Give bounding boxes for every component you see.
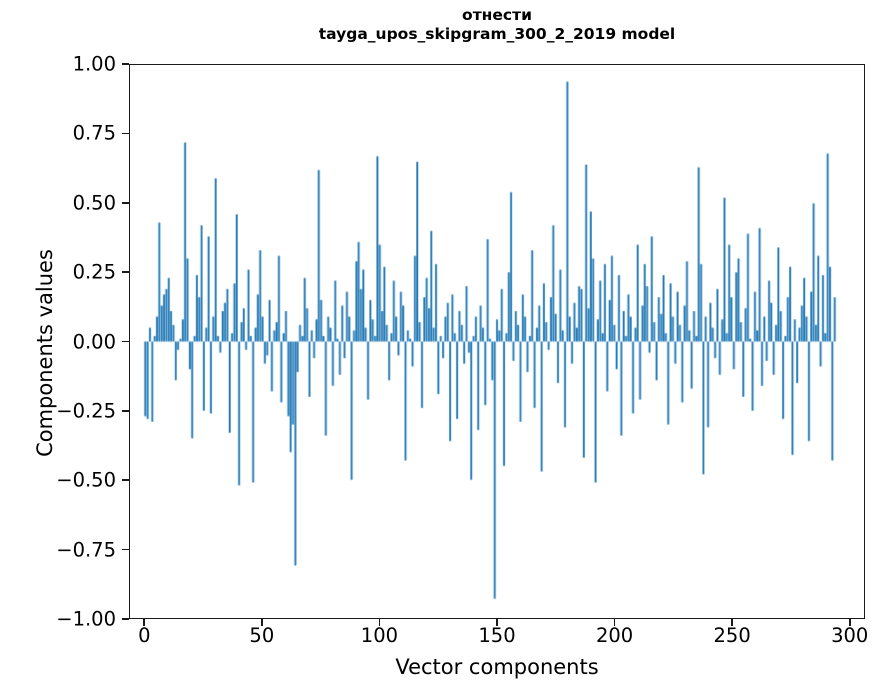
x-tick-label: 250 (713, 624, 751, 647)
x-tick-mark (848, 619, 851, 626)
x-tick-mark (261, 619, 263, 626)
y-tick-label: −0.75 (56, 537, 116, 561)
chart-title: отнести tayga_upos_skipgram_300_2_2019 m… (129, 6, 865, 44)
x-tick-mark (378, 619, 381, 626)
y-axis-label: Components values (33, 249, 57, 457)
y-tick-label: −0.25 (56, 399, 116, 423)
y-tick-label: 1.00 (72, 52, 116, 76)
y-tick-mark (122, 479, 129, 482)
x-tick-label: 300 (831, 624, 869, 647)
y-tick-label: 0.25 (72, 260, 116, 284)
y-tick-mark (122, 618, 129, 620)
y-tick-label: 0.75 (72, 121, 116, 145)
y-tick-mark (122, 132, 129, 135)
y-tick-mark (122, 410, 129, 412)
x-tick-mark (496, 619, 498, 626)
y-tick-mark (122, 201, 129, 204)
y-tick-mark (122, 548, 129, 551)
y-tick-label: −0.50 (56, 468, 116, 492)
x-tick-label: 200 (595, 624, 634, 647)
y-tick-mark (122, 63, 129, 65)
y-tick-mark (122, 340, 129, 343)
bar-series-canvas (130, 65, 864, 618)
y-tick-label: 0.50 (72, 191, 116, 214)
x-tick-mark (613, 619, 616, 626)
x-tick-mark (731, 619, 733, 626)
x-axis-label: Vector components (395, 655, 599, 679)
x-tick-mark (143, 619, 146, 626)
y-tick-label: 0.00 (72, 329, 116, 353)
y-tick-label: −1.00 (56, 607, 116, 631)
chart-title-line-2: tayga_upos_skipgram_300_2_2019 model (318, 25, 676, 43)
x-tick-label: 100 (360, 624, 399, 647)
chart-title-line-1: отнести (462, 6, 532, 24)
x-tick-label: 150 (478, 624, 516, 647)
y-tick-mark (122, 271, 129, 273)
x-tick-label: 50 (249, 624, 275, 647)
plot-area (129, 64, 865, 619)
x-tick-label: 0 (138, 624, 151, 647)
